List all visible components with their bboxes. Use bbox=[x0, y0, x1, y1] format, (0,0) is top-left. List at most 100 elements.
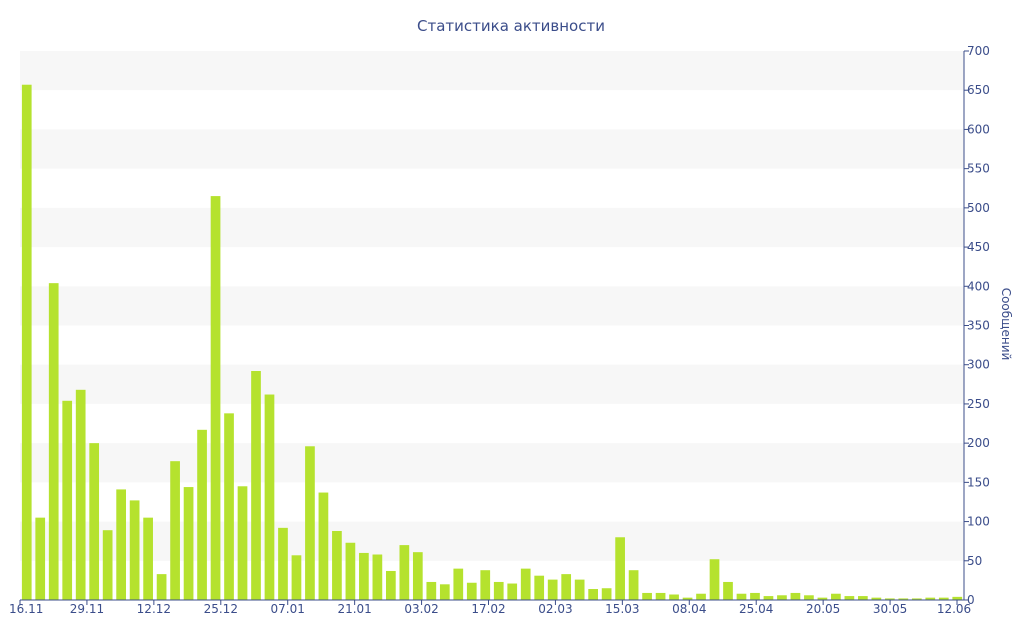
bar bbox=[291, 555, 302, 600]
bar bbox=[655, 592, 666, 600]
y-tick-label: 300 bbox=[967, 358, 990, 372]
bar bbox=[62, 400, 73, 600]
bar bbox=[412, 552, 423, 600]
bar bbox=[817, 597, 828, 600]
bar bbox=[345, 542, 356, 600]
bar bbox=[21, 84, 32, 601]
bar bbox=[696, 593, 706, 600]
bar bbox=[318, 492, 329, 600]
bar bbox=[372, 554, 383, 600]
y-tick-label: 700 bbox=[967, 44, 990, 58]
y-tick-label: 650 bbox=[967, 83, 990, 97]
y-tick-label: 500 bbox=[967, 201, 990, 215]
bar bbox=[210, 196, 221, 600]
bar bbox=[723, 581, 733, 600]
x-axis-ticks: 16.11 29.11 12.12 25.12 07.01 21.01 03.02 17.02… bbox=[9, 600, 971, 616]
x-tick-label: 25.04 bbox=[739, 602, 773, 616]
x-tick-label: 21.01 bbox=[337, 602, 371, 616]
grid-band bbox=[20, 51, 964, 91]
bar bbox=[898, 598, 909, 600]
y-tick-label: 350 bbox=[967, 319, 990, 333]
bar bbox=[520, 568, 531, 600]
bar bbox=[278, 527, 288, 600]
y-tick-label: 250 bbox=[967, 397, 990, 411]
bars bbox=[21, 84, 963, 601]
grid-band bbox=[20, 286, 964, 326]
bar bbox=[359, 552, 369, 600]
x-tick-label: 08.04 bbox=[672, 602, 706, 616]
bar bbox=[305, 446, 315, 600]
x-tick-label: 17.02 bbox=[471, 602, 505, 616]
bar bbox=[925, 597, 936, 600]
grid-band bbox=[20, 443, 964, 483]
bar bbox=[251, 370, 261, 600]
bar bbox=[790, 592, 801, 600]
x-tick-label: 12.12 bbox=[137, 602, 171, 616]
bar bbox=[911, 598, 922, 600]
bar bbox=[547, 579, 558, 600]
bar bbox=[35, 517, 46, 600]
bar bbox=[574, 579, 585, 600]
grid-band bbox=[20, 129, 964, 169]
grid-band bbox=[20, 207, 964, 248]
bar bbox=[48, 283, 59, 600]
bar bbox=[480, 570, 491, 600]
x-tick-label: 20.05 bbox=[806, 602, 840, 616]
x-tick-label: 25.12 bbox=[204, 602, 238, 616]
bar bbox=[102, 530, 113, 600]
grid-bands bbox=[20, 51, 964, 561]
bar bbox=[777, 595, 787, 600]
bar bbox=[858, 596, 868, 600]
bar bbox=[426, 581, 437, 600]
bar bbox=[588, 589, 598, 600]
bar bbox=[75, 389, 86, 600]
x-tick-label: 29.11 bbox=[70, 602, 104, 616]
bar bbox=[439, 584, 450, 600]
bar bbox=[129, 500, 140, 600]
bar bbox=[237, 486, 248, 600]
bar bbox=[682, 597, 693, 600]
bar bbox=[89, 443, 100, 600]
bar bbox=[938, 597, 949, 600]
bar bbox=[332, 530, 342, 600]
bar bbox=[628, 570, 639, 600]
bar bbox=[750, 592, 760, 600]
bar bbox=[561, 574, 572, 600]
bar bbox=[386, 570, 396, 600]
bar bbox=[170, 461, 180, 600]
bar bbox=[642, 592, 652, 600]
bar bbox=[116, 489, 126, 600]
y-tick-label: 600 bbox=[967, 122, 990, 136]
x-tick-label: 02.03 bbox=[538, 602, 572, 616]
bar bbox=[534, 575, 545, 600]
bar bbox=[615, 537, 625, 600]
bar bbox=[844, 596, 855, 600]
chart-title: Статистика активности bbox=[417, 17, 605, 35]
y-tick-label: 450 bbox=[967, 240, 990, 254]
y-tick-label: 200 bbox=[967, 436, 990, 450]
bar bbox=[669, 594, 679, 600]
bar bbox=[183, 487, 194, 600]
bar bbox=[871, 597, 882, 600]
x-tick-label: 12.06 bbox=[937, 602, 971, 616]
bar bbox=[763, 596, 774, 600]
x-tick-label: 03.02 bbox=[404, 602, 438, 616]
bar bbox=[601, 588, 612, 600]
x-tick-label: 15.03 bbox=[605, 602, 639, 616]
y-axis-ticks: 0 50 100 150 200 250 300 350 400 450 500 550 600 650 7… bbox=[964, 44, 990, 607]
grid-band bbox=[20, 521, 964, 561]
bar bbox=[831, 593, 841, 600]
bar bbox=[493, 581, 504, 600]
bar bbox=[736, 593, 747, 600]
y-tick-label: 50 bbox=[967, 554, 982, 568]
y-tick-label: 100 bbox=[967, 515, 990, 529]
y-axis-title: Сообщений bbox=[999, 288, 1013, 361]
bar bbox=[804, 595, 814, 600]
bar bbox=[264, 394, 275, 600]
grid-band bbox=[20, 364, 964, 404]
bar bbox=[224, 413, 234, 600]
y-tick-label: 550 bbox=[967, 162, 990, 176]
bar bbox=[466, 582, 477, 600]
y-tick-label: 400 bbox=[967, 279, 990, 293]
bar bbox=[143, 517, 153, 600]
